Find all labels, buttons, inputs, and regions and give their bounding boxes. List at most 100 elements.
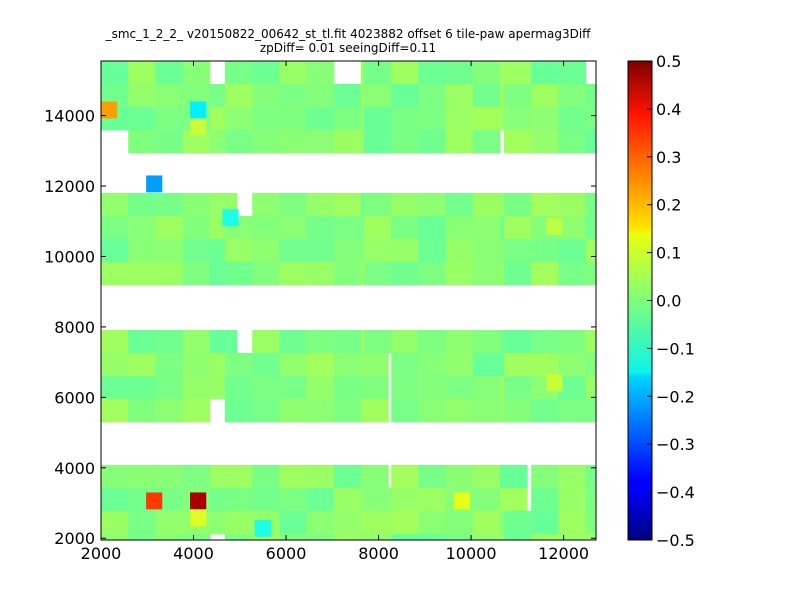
heatmap-cell (182, 61, 211, 85)
heatmap-cell (391, 193, 419, 217)
heatmap-cell (101, 261, 129, 286)
heatmap-cell (391, 487, 419, 512)
heatmap-cell (472, 193, 501, 217)
heatmap-cell (585, 375, 596, 400)
heatmap-cell (155, 238, 184, 263)
heatmap-cell (182, 330, 211, 354)
heatmap-cell (252, 330, 280, 354)
heatmap-cell (558, 193, 587, 217)
colorbar-tick-label: −0.5 (656, 531, 695, 550)
heatmap-cell (155, 375, 184, 400)
heatmap-cell (101, 510, 129, 535)
y-axis: 2000 4000 6000 8000 10000 12000 14000 (44, 107, 596, 548)
heatmap-cell (472, 261, 501, 286)
heatmap-cell (472, 83, 501, 108)
heatmap-cell (418, 106, 447, 131)
heatmap-cell (558, 129, 587, 154)
heatmap-cell-outlier (222, 209, 239, 227)
heatmap-cell (472, 129, 501, 154)
heatmap-cell (504, 375, 532, 400)
heatmap-cell (445, 215, 474, 240)
heatmap-cell (225, 533, 253, 540)
heatmap-cell (155, 215, 184, 240)
heatmap-cell (306, 375, 335, 400)
x-tick-label: 8000 (358, 544, 399, 563)
heatmap-cell (391, 375, 419, 400)
heatmap-cell-outlier (546, 374, 563, 392)
heatmap-cell (306, 129, 335, 154)
heatmap-cell (333, 487, 362, 512)
heatmap-cell (418, 375, 447, 400)
heatmap-cell (225, 510, 253, 535)
heatmap-cell (472, 375, 501, 400)
heatmap-cell (225, 487, 253, 512)
heatmap-cell (558, 330, 587, 354)
heatmap-cell (361, 352, 389, 377)
x-tick-label: 2000 (81, 544, 122, 563)
heatmap-cell (531, 193, 559, 217)
heatmap-cell (472, 533, 501, 540)
heatmap-cell-outlier (146, 492, 163, 510)
heatmap-cell (558, 106, 587, 131)
colorbar-tick-label: 0.2 (656, 196, 681, 215)
heatmap-cell (585, 261, 596, 286)
heatmap-cell (504, 261, 532, 286)
heatmap-cell (364, 106, 392, 131)
heatmap-cell (364, 129, 392, 154)
heatmap-cell (558, 375, 587, 400)
heatmap-cell (558, 398, 587, 423)
heatmap-cell (279, 106, 308, 131)
heatmap-cell (279, 487, 308, 512)
colorbar-tick-label: 0.5 (656, 52, 681, 71)
heatmap-cell (585, 465, 596, 489)
heatmap-cell (252, 375, 280, 400)
heatmap-cell (364, 238, 392, 263)
heatmap-cell (101, 352, 129, 377)
heatmap-cell (101, 330, 129, 354)
heatmap-cell (225, 83, 253, 108)
heatmap-cell (155, 193, 184, 217)
heatmap-cell (182, 129, 211, 154)
heatmap-cell (531, 129, 559, 154)
heatmap-cell (279, 510, 308, 535)
heatmap-cell (418, 83, 447, 108)
x-tick-label: 6000 (266, 544, 307, 563)
heatmap-cell (504, 215, 532, 240)
x-axis: 2000 4000 6000 8000 10000 12000 (81, 61, 589, 563)
heatmap-cell (472, 215, 501, 240)
heatmap-cell (279, 83, 308, 108)
heatmap-cell (418, 193, 447, 217)
heatmap-cell (364, 533, 392, 540)
heatmap-cell (585, 487, 596, 512)
heatmap-cell (101, 238, 129, 263)
heatmap-cell (306, 487, 335, 512)
heatmap-cell (418, 510, 447, 535)
heatmap-cell (252, 215, 280, 240)
heatmap-cell (333, 330, 362, 354)
heatmap-cell (225, 465, 253, 489)
heatmap-cell (333, 352, 362, 377)
heatmap-cell (306, 215, 335, 240)
heatmap-cell (531, 465, 559, 489)
heatmap-cell (418, 465, 447, 489)
heatmap-cell (391, 465, 419, 489)
heatmap-cell (531, 330, 559, 354)
colorbar-tick-label: 0.3 (656, 148, 681, 167)
heatmap-cell (504, 61, 532, 85)
heatmap-cell (585, 238, 596, 263)
heatmap-cell (445, 330, 474, 354)
heatmap-cell (418, 330, 447, 354)
heatmap-cell (128, 330, 156, 354)
heatmap-cell (155, 330, 184, 354)
heatmap-cell (279, 398, 308, 423)
heatmap-cell (155, 261, 184, 286)
y-tick-label: 8000 (54, 318, 95, 337)
colorbar-tick-label: 0.0 (656, 292, 681, 311)
heatmap-cell (445, 238, 474, 263)
heatmap-cell (155, 106, 184, 131)
heatmap-cell (558, 352, 587, 377)
heatmap-cell (558, 61, 587, 85)
x-tick-label: 10000 (446, 544, 497, 563)
heatmap-cell (391, 83, 419, 108)
heatmap-cell (182, 352, 211, 377)
